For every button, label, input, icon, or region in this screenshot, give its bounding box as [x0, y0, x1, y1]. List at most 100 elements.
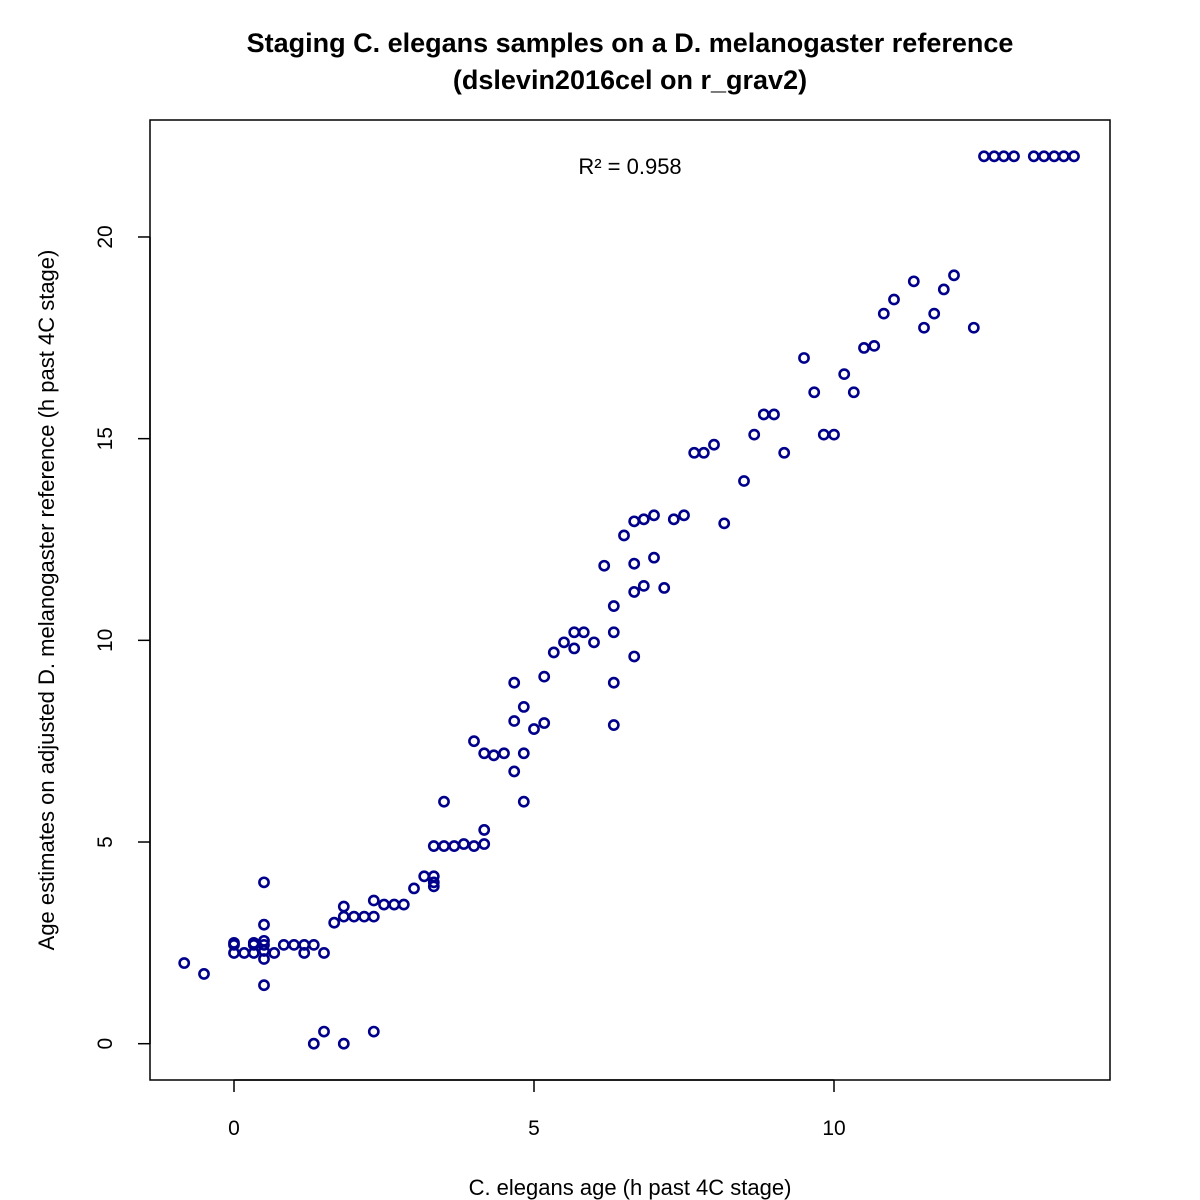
data-point [438, 795, 450, 808]
data-point [678, 509, 690, 522]
data-point [468, 840, 480, 852]
data-point [757, 408, 770, 421]
chart-subtitle: (dslevin2016cel on r_grav2) [453, 65, 807, 95]
data-point [337, 1037, 350, 1050]
data-point [547, 646, 560, 659]
data-point [367, 910, 380, 923]
data-point [258, 918, 270, 931]
data-point [307, 1037, 320, 1050]
data-point [427, 876, 440, 889]
data-point [258, 979, 270, 992]
data-point [1048, 150, 1061, 163]
data-point [1027, 150, 1040, 163]
x-axis: 0 5 10 [228, 1079, 846, 1140]
data-point [427, 880, 440, 893]
data-point [517, 747, 530, 760]
data-point [258, 938, 270, 951]
data-point [448, 840, 461, 852]
data-point [568, 626, 581, 639]
data-point [577, 626, 590, 639]
data-point [478, 747, 491, 760]
y-tick-label: 5 [94, 836, 117, 848]
data-point [877, 307, 890, 320]
data-point [438, 840, 450, 852]
y-tick-label: 15 [94, 427, 117, 450]
data-point [247, 936, 260, 949]
data-point [628, 586, 641, 598]
data-point [648, 509, 660, 522]
data-point [348, 910, 360, 923]
data-point [817, 428, 830, 441]
data-point [637, 513, 650, 526]
data-point [1057, 150, 1070, 163]
x-tick-label: 10 [822, 1117, 845, 1140]
data-point [997, 150, 1010, 163]
data-point [828, 428, 840, 441]
data-point [538, 717, 551, 729]
data-point [838, 368, 851, 381]
data-point [858, 341, 870, 354]
data-point [457, 838, 470, 850]
data-point [268, 947, 281, 959]
data-point [607, 600, 620, 612]
data-point [948, 269, 960, 282]
data-point [508, 765, 521, 778]
data-point [708, 438, 720, 451]
data-point [667, 513, 680, 526]
y-tick-label: 10 [94, 629, 117, 652]
data-point [307, 938, 320, 951]
data-point [388, 898, 401, 911]
data-point [868, 339, 881, 352]
data-point [1008, 150, 1020, 163]
data-point [258, 876, 270, 889]
data-point [337, 900, 350, 913]
data-point [427, 840, 440, 852]
data-point [397, 898, 410, 911]
data-point [568, 642, 581, 655]
data-point [178, 957, 191, 969]
data-point [697, 446, 710, 459]
data-point [778, 446, 791, 459]
data-point [598, 559, 611, 572]
data-point [538, 670, 551, 683]
data-point [628, 650, 641, 663]
data-point [418, 870, 431, 883]
data-point [487, 749, 500, 762]
data-point [937, 283, 950, 296]
y-axis: 0 5 10 15 20 [94, 225, 151, 1050]
x-axis-label: C. elegans age (h past 4C stage) [469, 1175, 792, 1200]
r-squared-annotation: R² = 0.958 [578, 154, 681, 179]
data-point [808, 386, 821, 399]
y-tick-label: 0 [94, 1038, 117, 1050]
data-point [498, 747, 510, 760]
data-point [258, 953, 270, 965]
x-tick-label: 0 [228, 1117, 240, 1140]
y-axis-label: Age estimates on adjusted D. melanogaste… [34, 250, 59, 951]
data-point [478, 838, 491, 850]
data-point [988, 150, 1001, 163]
data-point [528, 723, 540, 735]
plot-frame [149, 119, 1111, 1081]
data-point [688, 446, 701, 459]
data-point [888, 293, 900, 306]
data-point [628, 557, 641, 570]
data-point [198, 968, 210, 980]
data-point [367, 894, 380, 907]
data-point [508, 715, 521, 727]
data-point [847, 386, 860, 399]
data-point [298, 947, 311, 959]
data-point [658, 581, 671, 594]
data-point [928, 307, 941, 320]
data-point [637, 579, 650, 592]
data-point [558, 636, 570, 649]
data-point [468, 735, 480, 748]
y-tick-label: 20 [94, 225, 117, 248]
data-point [718, 517, 731, 530]
data-point [607, 719, 620, 731]
data-point [738, 475, 750, 487]
data-point [318, 1025, 330, 1038]
data-point [628, 515, 641, 528]
data-point [288, 938, 300, 951]
data-point [1068, 150, 1080, 163]
